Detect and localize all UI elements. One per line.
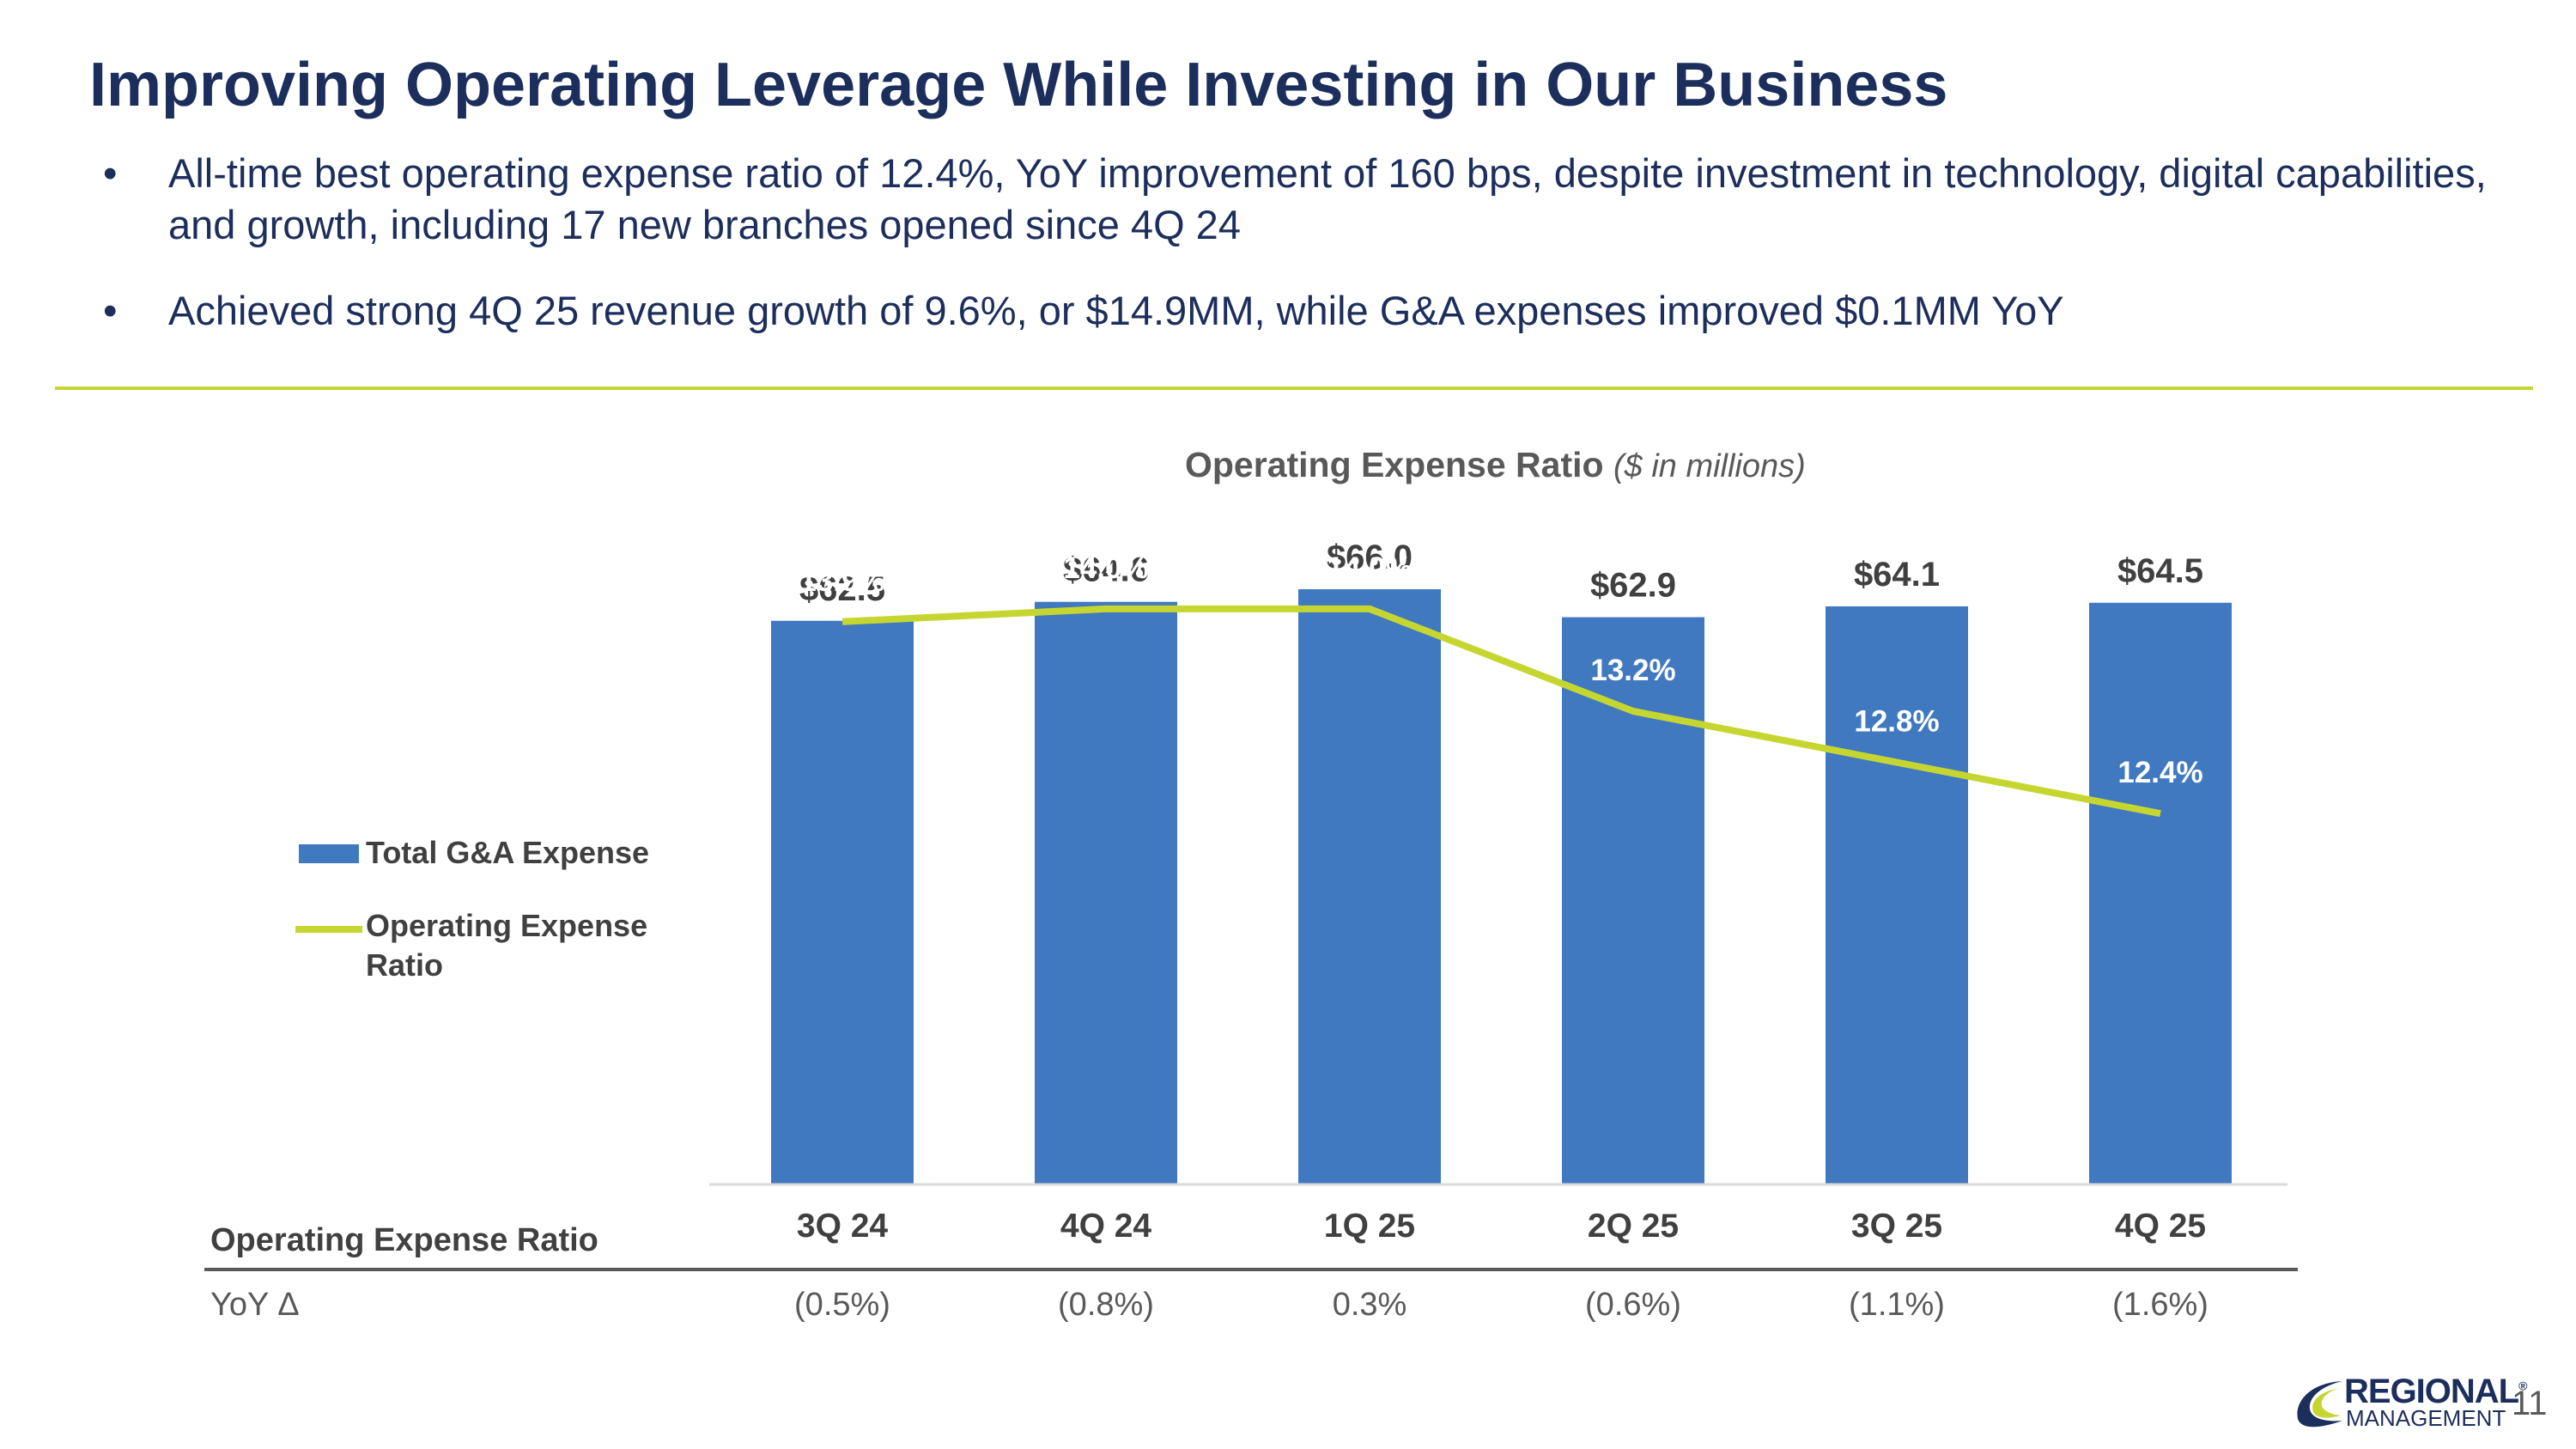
page-number: 11: [2512, 1385, 2548, 1422]
bar-value-label: $66.0: [1327, 539, 1413, 576]
bullet-text: Achieved strong 4Q 25 revenue growth of …: [168, 288, 2064, 333]
legend-bar-label: Total G&A Expense: [366, 835, 649, 870]
yoy-change-value: (0.5%): [794, 1287, 890, 1323]
bar-total-ga: [1035, 601, 1177, 1184]
bullet-dot-icon: •: [103, 150, 118, 196]
ratio-value-label: 13.2%: [1590, 654, 1675, 687]
x-tick-label: 3Q 24: [797, 1208, 889, 1245]
bar-value-label: $64.6: [1063, 551, 1149, 589]
ratio-value-label: 12.8%: [1854, 705, 1939, 739]
yoy-change-value: (0.6%): [1585, 1287, 1681, 1323]
bar-total-ga: [1298, 589, 1441, 1184]
bullet-item: • Achieved strong 4Q 25 revenue growth o…: [103, 285, 2507, 337]
logo-name: REGIONAL®: [2344, 1373, 2527, 1410]
ratio-value-label: 12.4%: [2117, 756, 2202, 789]
bar-total-ga: [2089, 602, 2232, 1184]
logo-subname: MANAGEMENT: [2346, 1405, 2506, 1431]
bar-value-label: $62.9: [1590, 567, 1676, 605]
ratio-value-label: 13.9%: [799, 564, 884, 598]
chart-title: Operating Expense Ratio ($ in millions): [1185, 445, 1806, 485]
legend-bar-swatch: [299, 844, 359, 863]
x-tick-label: 1Q 25: [1324, 1208, 1415, 1245]
x-tick-label: 2Q 25: [1588, 1208, 1679, 1245]
bar-total-ga: [771, 620, 914, 1184]
section-divider: [55, 387, 2533, 390]
company-logo: REGIONAL® MANAGEMENT: [2293, 1373, 2533, 1434]
x-tick-label: 3Q 25: [1851, 1208, 1942, 1245]
bar-value-label: $64.5: [2117, 552, 2203, 590]
legend-line-label: Operating Expense: [366, 908, 647, 943]
legend-line-label: Ratio: [366, 947, 443, 983]
yoy-change-value: 0.3%: [1333, 1287, 1407, 1323]
x-tick-label: 4Q 24: [1060, 1208, 1152, 1245]
table-header-label: Operating Expense Ratio: [210, 1222, 598, 1258]
bar-value-label: $62.5: [799, 570, 885, 608]
bullet-item: • All-time best operating expense ratio …: [103, 148, 2507, 251]
slide-title: Improving Operating Leverage While Inves…: [89, 51, 1948, 119]
bar-value-label: $64.1: [1854, 556, 1940, 594]
ratio-series-line: [841, 605, 2161, 818]
ratio-value-label: 14.0%: [1063, 551, 1148, 585]
yoy-change-value: (1.6%): [2112, 1287, 2208, 1323]
ratio-value-label: 14.0%: [1327, 551, 1412, 585]
chart-legend: Total G&A Expense Operating Expense Rati…: [295, 835, 649, 983]
logo-swoosh-icon: [2297, 1381, 2342, 1428]
bullet-dot-icon: •: [103, 288, 118, 333]
chart-title-main: Operating Expense Ratio: [1185, 445, 1604, 484]
chart-title-unit: ($ in millions): [1613, 448, 1806, 484]
bar-total-ga: [1826, 606, 1968, 1184]
bullet-list: • All-time best operating expense ratio …: [103, 148, 2507, 371]
table-row-label: YoY Δ: [210, 1287, 300, 1323]
bar-total-ga: [1562, 617, 1704, 1184]
yoy-change-value: (0.8%): [1058, 1287, 1154, 1323]
bullet-text: All-time best operating expense ratio of…: [168, 150, 2487, 247]
yoy-change-value: (1.1%): [1849, 1287, 1945, 1323]
x-tick-label: 4Q 25: [2115, 1208, 2206, 1245]
